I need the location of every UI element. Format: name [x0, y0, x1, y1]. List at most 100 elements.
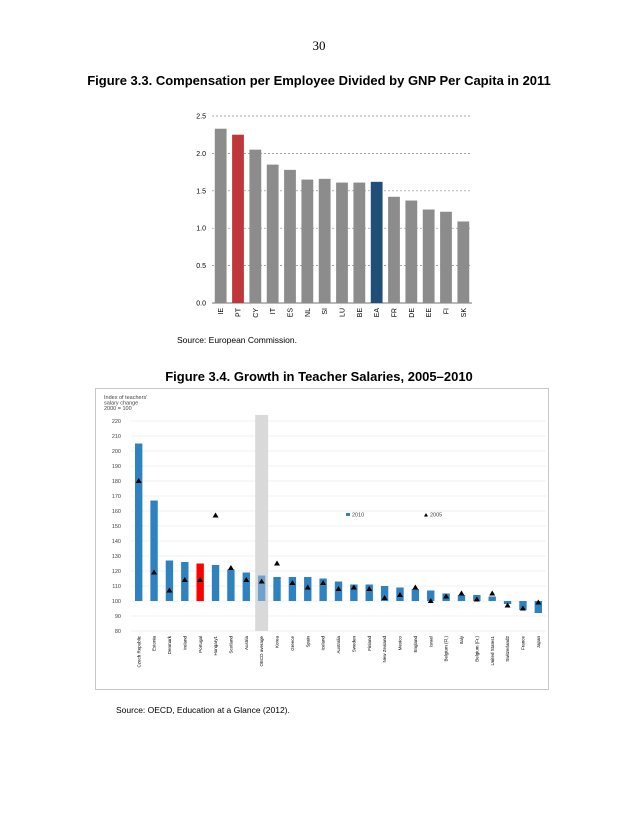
chart2-bar-2010 — [380, 586, 389, 601]
legend-2005-label: 2005 — [430, 513, 442, 519]
chart2-y-ticks: 80 90 100 110 120 130 140 150 160 170 180 190 200 210… — [112, 419, 121, 635]
chart2-y-axis-label-line: salary change — [104, 401, 138, 407]
chart2-bar-2010 — [427, 590, 435, 601]
chart1-bar-fr — [388, 196, 400, 303]
chart2-marker-2005 — [289, 580, 296, 585]
chart2-y-tick-label: 140 — [112, 539, 121, 545]
chart2-marker-2005 — [197, 577, 204, 582]
chart2-bar-2010 — [519, 601, 527, 610]
chart2-bar-2010 — [211, 565, 220, 601]
chart1-bar-ie — [214, 128, 227, 303]
chart2-y-tick-label: 100 — [112, 599, 121, 605]
chart2-bar-2010 — [288, 577, 297, 601]
chart2-category-label: Denmark — [167, 635, 172, 654]
chart2-bar-2010 — [196, 563, 204, 601]
figure-3-4-title: Figure 3.4. Growth in Teacher Salaries, … — [165, 369, 473, 384]
chart2-y-tick-label: 170 — [112, 494, 121, 500]
chart2-marker-2005 — [335, 586, 342, 591]
chart2-marker-2005 — [443, 593, 450, 599]
chart2-bar-2010 — [411, 589, 420, 601]
chart2-bar-2010 — [257, 575, 266, 601]
chart2-bar-2010 — [273, 577, 281, 601]
chart2-category-label: Finland — [367, 636, 372, 651]
chart1-category-label: SI — [322, 308, 329, 315]
chart2-category-label: France — [521, 636, 526, 651]
chart2-marker-2005 — [535, 599, 542, 605]
chart2-category-label: Belgium (Fl.) — [444, 636, 449, 662]
chart2-y-tick-label: 130 — [112, 554, 121, 560]
chart2-category-label: OECD average — [259, 636, 264, 667]
chart1-y-ticks: 0.0 0.5 1.0 1.5 2.0 2.5 — [196, 114, 206, 308]
chart1-bar-nl — [301, 179, 314, 303]
chart2-category-label: Greece — [290, 636, 295, 651]
chart2-category-label: Austria — [244, 636, 249, 651]
chart2-marker-2005 — [227, 565, 234, 570]
figure-3-3-title: Figure 3.3. Compensation per Employee Di… — [87, 73, 551, 88]
chart2-marker-2005 — [212, 512, 219, 518]
chart2-bar-2010 — [350, 584, 358, 601]
chart2-category-label: Sweden — [351, 636, 356, 653]
chart2-bar-2010 — [134, 443, 143, 601]
chart1-bar-it — [266, 164, 279, 303]
chart1-category-label: ES — [288, 308, 295, 318]
chart1-category-labels: IE PT CY IT ES NL SI LU BE EA FR DE EE FI SK — [218, 307, 468, 317]
chart2-y-tick-label: 110 — [112, 584, 121, 590]
chart2-marker-2005 — [489, 590, 496, 596]
chart2-marker-2005 — [166, 587, 173, 593]
chart2-bar-2010 — [503, 601, 512, 604]
chart1-bar-fi — [440, 211, 452, 303]
chart1-bars — [214, 128, 470, 303]
chart2-category-label: Scotland — [229, 636, 234, 654]
chart1-category-label: FR — [392, 308, 399, 317]
chart1-category-label: IE — [218, 308, 225, 315]
chart2-bar-2010 — [242, 572, 250, 601]
chart2-category-labels: Czech Republic Estonia Denmark Ireland Portu… — [136, 635, 541, 667]
chart1-bar-cy — [249, 149, 262, 303]
chart2-y-tick-label: 160 — [112, 509, 121, 515]
chart2-bar-2010 — [165, 560, 174, 601]
chart2-bar-2010 — [457, 595, 466, 601]
page-number: 30 — [312, 38, 326, 53]
chart1-y-tick-label: 0.5 — [196, 263, 206, 270]
chart2-marker-2005 — [274, 560, 281, 566]
chart2-y-tick-label: 180 — [112, 479, 121, 485]
chart2-y-tick-label: 90 — [115, 614, 121, 620]
chart2-marker-2005 — [350, 584, 357, 590]
chart2-category-label: Spain — [305, 636, 310, 648]
chart2-y-tick-label: 150 — [112, 524, 121, 530]
chart2-markers — [135, 478, 542, 611]
chart1-y-tick-label: 2.0 — [196, 151, 206, 158]
chart1-category-label: EE — [426, 308, 433, 318]
chart2-marker-2005 — [504, 602, 511, 608]
chart1-bar-pt — [232, 134, 244, 303]
chart2-category-label: Mexico — [398, 636, 403, 651]
figure-3-4-frame: Index of teachers' salary change 2000 = 10… — [95, 388, 549, 690]
chart1-bar-lu — [336, 182, 348, 303]
chart2-marker-2005 — [381, 595, 388, 600]
chart2-category-label: Estonia — [152, 636, 157, 652]
chart2-category-label: Italy — [459, 635, 464, 644]
legend-2005-marker — [424, 513, 428, 517]
chart1-bar-sk — [457, 221, 470, 303]
legend-2010-swatch — [346, 513, 350, 516]
chart2-category-label: Hungary1 — [213, 636, 218, 656]
chart2-marker-2005 — [412, 584, 419, 590]
chart2-marker-2005 — [427, 598, 434, 603]
chart2-bar-2010 — [534, 601, 543, 613]
chart2-category-label: Switzerland2 — [505, 636, 510, 662]
chart1-category-label: LU — [340, 308, 347, 317]
chart2-marker-2005 — [243, 577, 250, 582]
chart2-bar-2010 — [319, 578, 327, 601]
chart2-y-tick-label: 200 — [112, 449, 121, 455]
chart2-category-label: England — [413, 636, 418, 653]
chart2-category-label: Portugal — [198, 636, 203, 653]
chart2-marker-2005 — [181, 577, 188, 582]
chart2-marker-2005 — [320, 580, 327, 585]
chart1-category-label: DE — [409, 308, 416, 318]
chart1-y-tick-label: 1.0 — [196, 226, 206, 233]
chart1-y-tick-label: 1.5 — [196, 188, 206, 195]
chart2-category-label: Israel — [428, 636, 433, 647]
chart1-y-tick-label: 2.5 — [196, 114, 206, 121]
figure-3-3-chart: 0.0 0.5 1.0 1.5 2.0 2.5 IE PT CY IT ES NL SI LU BE EA F… — [196, 114, 472, 318]
